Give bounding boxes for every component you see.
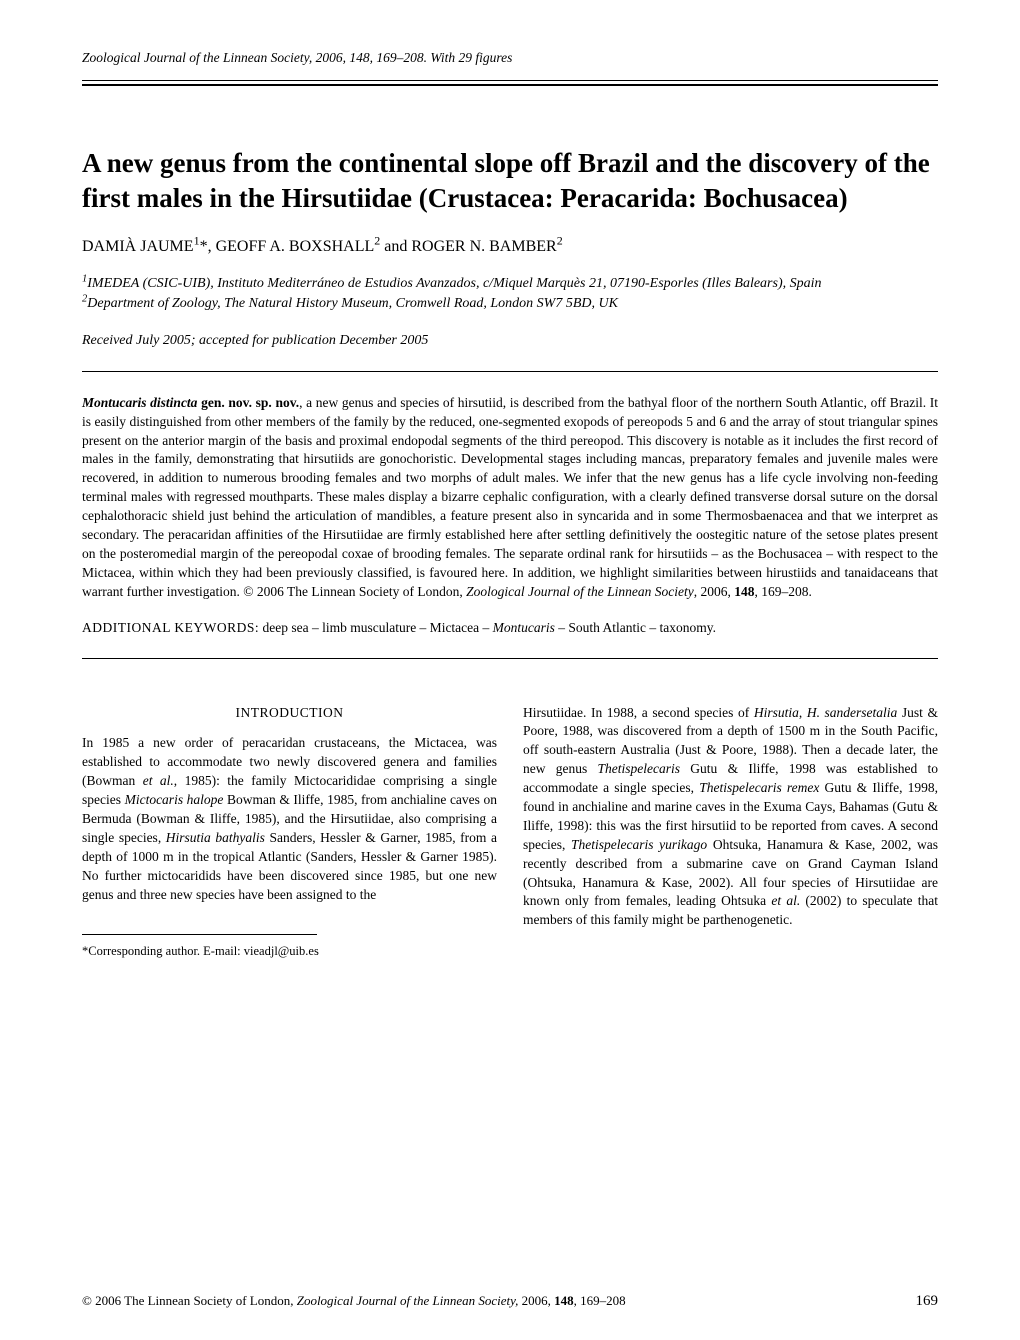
- page-number: 169: [916, 1293, 939, 1310]
- page-footer: © 2006 The Linnean Society of London, Zo…: [82, 1293, 938, 1310]
- authors-line: DAMIÀ JAUME1*, GEOFF A. BOXSHALL2 and RO…: [82, 238, 938, 256]
- received-line: Received July 2005; accepted for publica…: [82, 333, 938, 349]
- divider-top-thick: [82, 84, 938, 86]
- journal-header: Zoological Journal of the Linnean Societ…: [82, 50, 938, 66]
- affiliations: 1IMEDEA (CSIC-UIB), Instituto Mediterrán…: [82, 274, 938, 315]
- page-title: A new genus from the continental slope o…: [82, 146, 938, 216]
- divider-after-keywords: [82, 658, 938, 659]
- footer-copyright: © 2006 The Linnean Society of London, Zo…: [82, 1293, 626, 1309]
- divider-top-thin: [82, 80, 938, 81]
- footnote-divider: [82, 934, 317, 935]
- abstract-text: Montucaris distincta gen. nov. sp. nov.,…: [82, 394, 938, 602]
- column-left: INTRODUCTION In 1985 a new order of pera…: [82, 704, 497, 961]
- keywords-values: deep sea – limb musculature – Mictacea –…: [259, 620, 716, 635]
- body-columns: INTRODUCTION In 1985 a new order of pera…: [82, 704, 938, 961]
- divider-before-abstract: [82, 371, 938, 372]
- keywords-label: ADDITIONAL KEYWORDS:: [82, 620, 259, 635]
- column-left-text: In 1985 a new order of peracaridan crust…: [82, 734, 497, 904]
- section-heading-introduction: INTRODUCTION: [82, 704, 497, 723]
- corresponding-author-footnote: *Corresponding author. E-mail: vieadjl@u…: [82, 943, 497, 961]
- column-right-text: Hirsutiidae. In 1988, a second species o…: [523, 704, 938, 931]
- column-right: Hirsutiidae. In 1988, a second species o…: [523, 704, 938, 961]
- keywords-line: ADDITIONAL KEYWORDS: deep sea – limb mus…: [82, 620, 938, 636]
